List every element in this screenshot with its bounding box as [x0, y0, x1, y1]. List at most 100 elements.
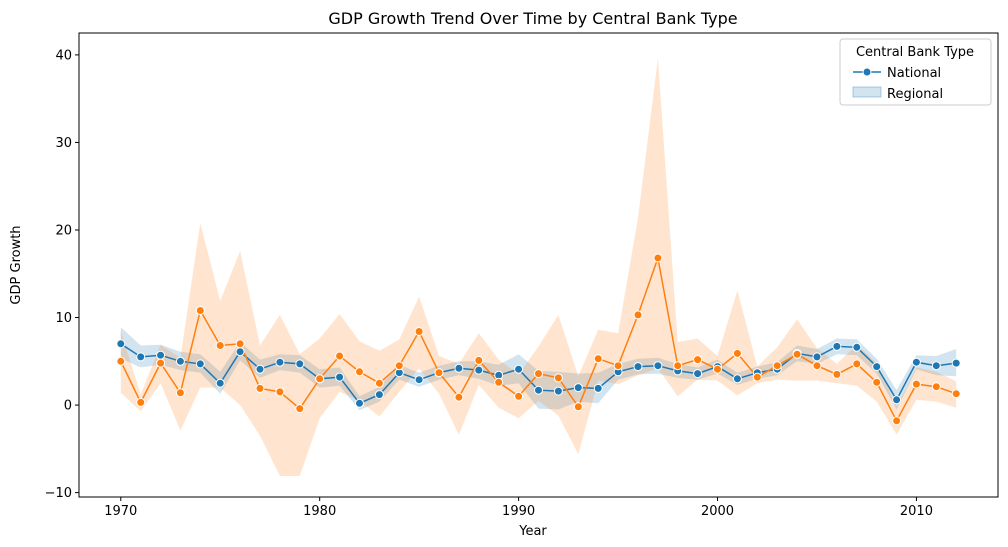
point-series-1 — [394, 361, 404, 371]
point-series-1 — [195, 306, 205, 315]
point-series-1 — [235, 339, 245, 349]
point-series-1 — [355, 367, 364, 377]
point-series-0 — [255, 364, 265, 374]
point-series-0 — [275, 357, 285, 367]
point-series-1 — [573, 402, 583, 412]
point-series-1 — [474, 355, 484, 365]
point-series-0 — [355, 398, 364, 408]
point-series-1 — [434, 368, 444, 378]
point-series-0 — [832, 341, 842, 351]
legend-entry-national: National — [887, 66, 941, 81]
point-series-1 — [911, 379, 921, 389]
point-series-1 — [713, 364, 722, 374]
point-series-1 — [295, 404, 305, 414]
point-series-0 — [553, 386, 563, 396]
x-tick-label: 1970 — [104, 504, 137, 519]
point-series-0 — [195, 359, 205, 369]
point-series-1 — [255, 383, 265, 393]
point-series-1 — [772, 361, 782, 371]
legend-marker-swatch — [862, 67, 872, 77]
point-series-1 — [852, 359, 862, 369]
point-series-0 — [156, 350, 166, 360]
point-series-1 — [414, 327, 424, 336]
point-series-1 — [872, 377, 882, 387]
y-axis-label: GDP Growth — [9, 225, 24, 304]
point-series-0 — [374, 390, 384, 400]
y-tick-label: 40 — [55, 48, 72, 63]
point-series-0 — [653, 361, 663, 371]
point-series-1 — [752, 372, 762, 382]
point-series-1 — [693, 355, 703, 365]
x-axis-ticks: 1970 1980 1990 2000 2010 — [104, 497, 933, 519]
y-tick-label: −10 — [45, 486, 72, 501]
point-series-1 — [156, 358, 166, 368]
x-tick-label: 2000 — [701, 504, 734, 519]
point-series-1 — [951, 389, 961, 399]
point-series-1 — [593, 354, 603, 364]
point-series-0 — [175, 356, 185, 366]
point-series-0 — [633, 362, 643, 372]
legend: Central Bank Type National Regional — [839, 38, 992, 106]
y-tick-label: 10 — [55, 311, 72, 326]
point-series-1 — [553, 373, 563, 383]
point-series-0 — [514, 364, 524, 374]
point-series-1 — [275, 387, 285, 397]
point-series-1 — [653, 253, 663, 263]
point-series-1 — [514, 391, 524, 401]
point-series-0 — [136, 352, 146, 362]
point-series-0 — [215, 378, 225, 388]
point-series-0 — [852, 342, 862, 352]
point-series-1 — [175, 388, 185, 398]
point-series-1 — [215, 341, 225, 350]
point-series-1 — [792, 349, 802, 359]
point-series-0 — [295, 359, 305, 369]
point-series-0 — [911, 357, 921, 367]
legend-frame — [839, 38, 992, 106]
point-series-1 — [136, 397, 146, 407]
legend-band-swatch — [852, 86, 882, 98]
point-series-0 — [414, 375, 424, 385]
confidence-bands — [120, 58, 957, 477]
point-series-1 — [116, 356, 126, 366]
point-series-0 — [116, 339, 126, 349]
point-series-1 — [374, 378, 384, 388]
legend-title: Central Bank Type — [856, 45, 974, 60]
point-series-1 — [335, 351, 345, 361]
point-series-0 — [573, 383, 583, 393]
point-series-1 — [892, 416, 902, 426]
legend-entry-regional: Regional — [887, 87, 943, 102]
point-series-1 — [732, 348, 742, 358]
point-series-0 — [892, 395, 902, 405]
x-tick-label: 2010 — [900, 504, 933, 519]
point-series-0 — [454, 363, 464, 373]
point-series-1 — [494, 377, 504, 387]
y-tick-label: 20 — [55, 223, 72, 238]
series-points — [116, 253, 961, 426]
point-series-0 — [872, 362, 882, 372]
point-series-0 — [812, 352, 822, 362]
point-series-0 — [534, 385, 543, 395]
point-series-1 — [931, 382, 941, 392]
point-series-1 — [315, 374, 325, 384]
point-series-1 — [832, 369, 842, 379]
y-tick-label: 0 — [64, 399, 72, 414]
point-series-0 — [951, 358, 961, 368]
plot-frame — [78, 32, 999, 498]
point-series-0 — [235, 347, 245, 357]
point-series-0 — [335, 372, 345, 382]
point-series-1 — [673, 361, 683, 371]
x-axis-label: Year — [518, 524, 547, 539]
point-series-1 — [633, 310, 643, 320]
point-series-0 — [474, 365, 484, 375]
ci-band-series-1 — [120, 58, 957, 477]
point-series-0 — [931, 361, 941, 371]
point-series-0 — [732, 374, 742, 384]
y-tick-label: 30 — [55, 136, 72, 151]
point-series-1 — [613, 361, 623, 371]
x-tick-label: 1990 — [502, 504, 535, 519]
x-tick-label: 1980 — [303, 504, 336, 519]
point-series-1 — [534, 369, 543, 379]
chart-title: GDP Growth Trend Over Time by Central Ba… — [328, 9, 737, 28]
point-series-0 — [593, 383, 603, 393]
